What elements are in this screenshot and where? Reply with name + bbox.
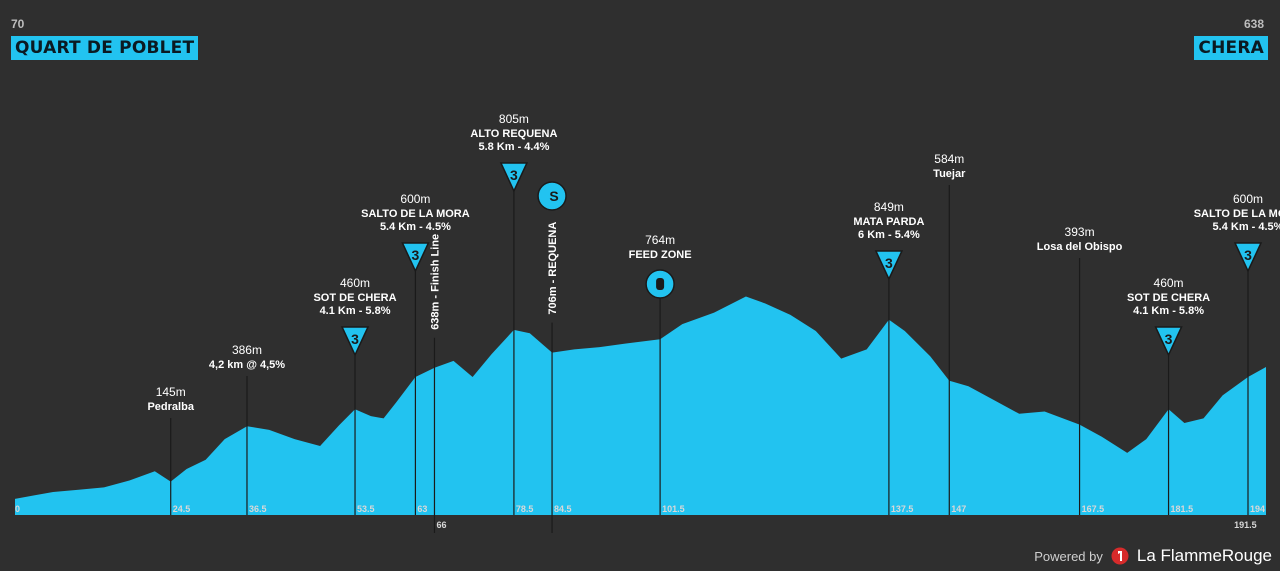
point-altitude: 849m [874,200,904,214]
point-name: MATA PARDA [853,216,924,228]
point-detail: 5.4 Km - 4.5% [1213,221,1280,233]
point-name: SOT DE CHERA [1127,292,1210,304]
climb-category-icon [340,326,370,357]
point-name: Tuejar [933,168,966,180]
point-altitude: 393m [1065,225,1095,239]
start-altitude: 70 [11,17,25,31]
climb-category-icon [1233,242,1263,273]
vertical-point-label: 706m - REQUENA [547,222,559,315]
point-name: FEED ZONE [629,249,692,261]
x-tick-label: 66 [436,520,446,530]
climb-category-icon [874,250,904,281]
powered-by-label: Powered by [1034,548,1103,564]
point-altitude: 386m [232,343,262,357]
climb-category-number: 3 [885,255,893,271]
x-tick-label: 167.5 [1082,504,1105,514]
x-tick-label: 147 [951,504,966,514]
climb-category-icon [499,162,529,193]
x-tick-label: 137.5 [891,504,914,514]
start-town-label: QUART DE POBLET [11,36,199,60]
point-altitude: 805m [499,112,529,126]
feed-bottle-icon [656,278,665,290]
point-detail: 4.1 Km - 5.8% [1133,305,1204,317]
climb-category-icon [401,242,430,273]
point-detail: 6 Km - 5.4% [858,229,920,241]
sprint-icon-glyph: S [549,188,558,204]
point-altitude: 584m [934,152,964,166]
point-altitude: 460m [340,276,370,290]
flamme-rouge-logo-icon [1111,547,1129,565]
finish-altitude: 638 [1243,17,1264,31]
point-detail: 5.8 Km - 4.4% [478,141,549,153]
x-tick-label: 101.5 [662,504,685,514]
point-altitude: 460m [1154,276,1184,290]
powered-by: Powered by La FlammeRouge [1034,546,1272,566]
x-tick-label: 191.5 [1234,520,1257,530]
x-tick-label: 24.5 [173,504,191,514]
point-name: ALTO REQUENA [470,128,557,140]
brand-name[interactable]: La FlammeRouge [1136,546,1272,565]
point-name: Losa del Obispo [1037,241,1123,253]
x-tick-label: 84.5 [554,504,572,514]
climb-category-number: 3 [351,331,359,347]
x-tick-label: 181.5 [1171,504,1194,514]
point-altitude: 145m [156,385,186,399]
point-name: SALTO DE LA MORA [1194,208,1280,220]
elevation-profile-area [15,296,1266,515]
climb-category-number: 3 [412,247,420,263]
climb-category-number: 3 [1244,247,1252,263]
point-altitude: 600m [1233,192,1263,206]
point-name: Pedralba [147,401,194,413]
vertical-point-label: 638m - Finish Line [429,234,441,330]
climb-category-number: 3 [510,167,518,183]
point-detail: 4.1 Km - 5.8% [320,305,391,317]
x-tick-label: 53.5 [357,504,375,514]
point-name: SALTO DE LA MORA [361,208,470,220]
x-tick-label: 78.5 [516,504,534,514]
point-name: SOT DE CHERA [313,292,396,304]
x-tick-label: 0 [15,504,20,514]
climb-category-number: 3 [1165,331,1173,347]
point-altitude: 764m [645,233,675,247]
x-tick-label: 63 [417,504,427,514]
x-tick-label: 194 [1250,504,1265,514]
point-detail: 5.4 Km - 4.5% [380,221,451,233]
point-altitude: 600m [400,192,430,206]
point-name: 4,2 km @ 4,5% [209,359,285,371]
climb-category-icon [1154,326,1183,357]
sprint-icon [537,181,567,211]
x-tick-label: 36.5 [249,504,267,514]
finish-town-label: CHERA [1194,36,1268,60]
